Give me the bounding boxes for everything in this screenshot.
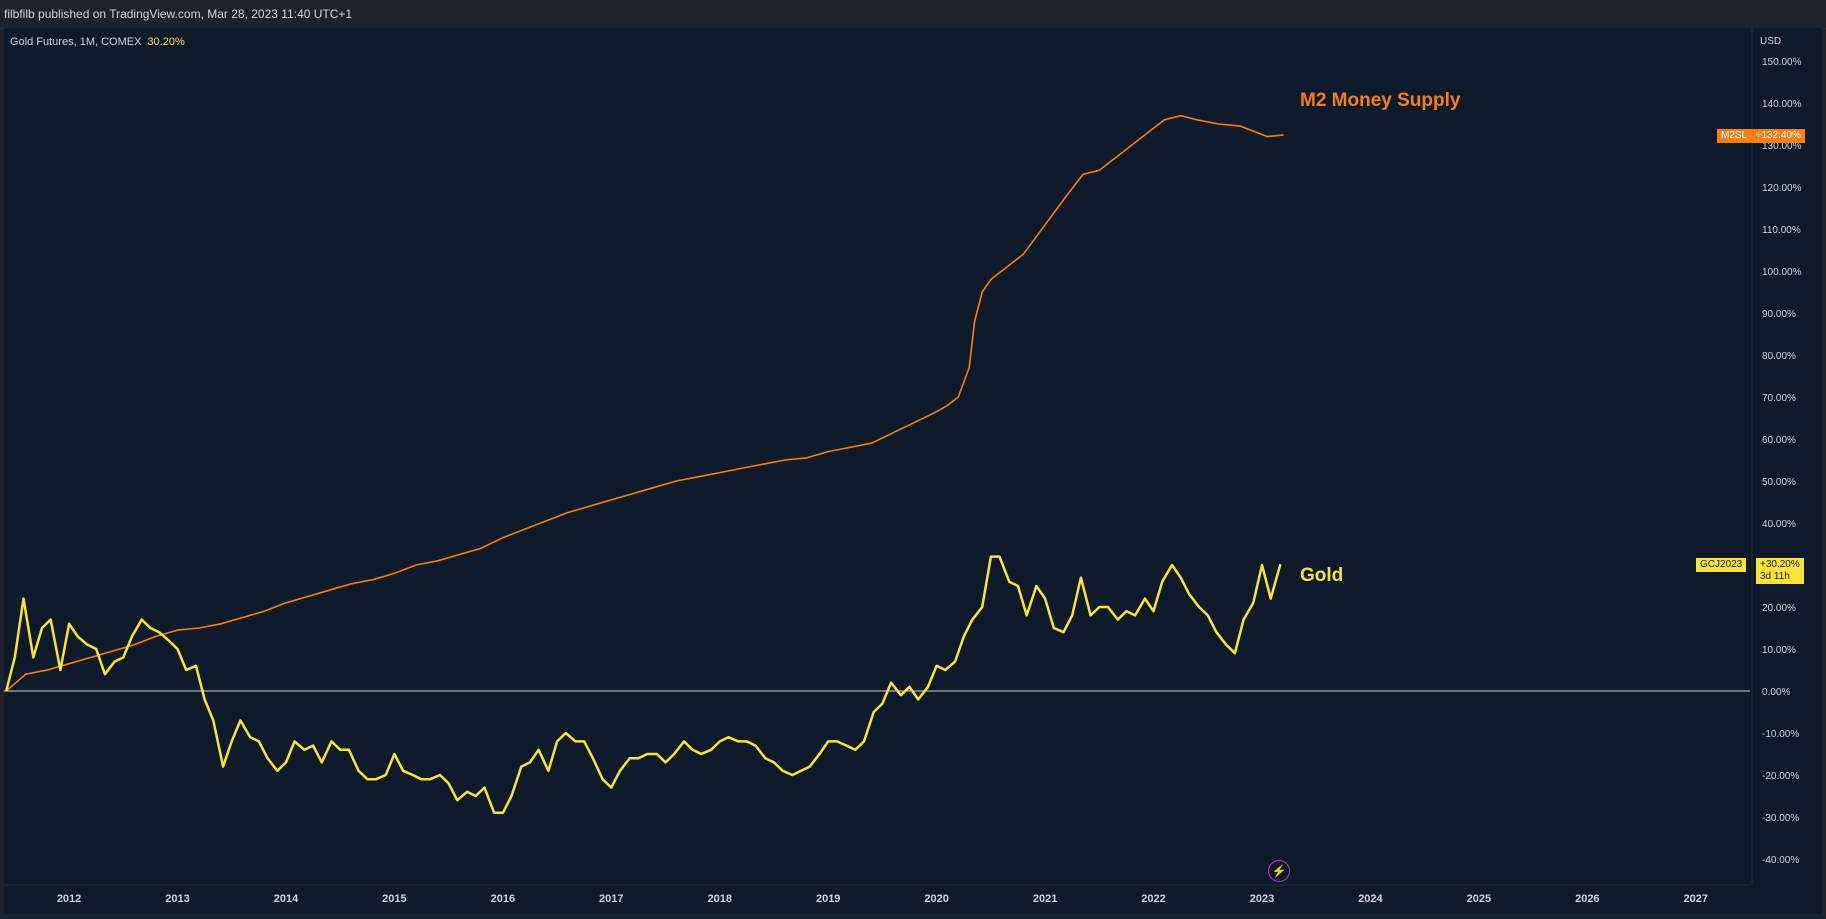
m2-price-tag: M2SL +132.40% — [1717, 129, 1805, 143]
y-tick-label: -20.00% — [1762, 771, 1799, 782]
symbol-legend[interactable]: Gold Futures, 1M, COMEX 30.20% — [10, 36, 185, 48]
y-tick-label: 60.00% — [1762, 435, 1796, 446]
x-tick-label: 2026 — [1575, 893, 1599, 905]
x-tick-label: 2013 — [165, 893, 189, 905]
gold-series-label: Gold — [1300, 565, 1344, 586]
x-tick-label: 2022 — [1141, 893, 1165, 905]
x-tick-label: 2021 — [1033, 893, 1057, 905]
x-tick-label: 2027 — [1684, 893, 1708, 905]
gold-symbol-tag: GCJ2023 — [1696, 558, 1747, 572]
m2-series-label: M2 Money Supply — [1300, 90, 1461, 111]
chart-frame — [4, 28, 1822, 914]
x-tick-label: 2020 — [924, 893, 948, 905]
y-tick-label: -30.00% — [1762, 813, 1799, 824]
gold-series-line — [4, 555, 1282, 815]
y-tick-label: 110.00% — [1762, 225, 1801, 236]
y-tick-label: 20.00% — [1762, 603, 1796, 614]
x-tick-label: 2015 — [382, 893, 406, 905]
x-tick-label: 2014 — [274, 893, 299, 905]
y-tick-label: 80.00% — [1762, 351, 1796, 362]
y-tick-label: -10.00% — [1762, 729, 1799, 740]
axis-unit-label: USD — [1760, 36, 1781, 47]
x-tick-label: 2016 — [491, 893, 515, 905]
y-tick-label: 10.00% — [1762, 645, 1796, 656]
legend-change: 30.20% — [147, 36, 185, 48]
gold-countdown: 3d 11h — [1760, 571, 1790, 582]
x-tick-label: 2024 — [1358, 893, 1383, 905]
y-tick-label: 150.00% — [1762, 57, 1802, 68]
publisher-line: filbfilb published on TradingView.com, M… — [4, 7, 353, 21]
y-tick-label: 50.00% — [1762, 477, 1796, 488]
gold-price-tag: +30.20% 3d 11h — [1756, 558, 1804, 584]
y-tick-label: 140.00% — [1762, 99, 1802, 110]
x-tick-label: 2018 — [708, 893, 732, 905]
y-tick-label: 130.00% — [1762, 141, 1802, 152]
x-tick-label: 2017 — [599, 893, 623, 905]
x-tick-label: 2025 — [1467, 893, 1491, 905]
y-tick-label: 100.00% — [1762, 267, 1802, 278]
y-tick-label: 70.00% — [1762, 393, 1796, 404]
y-tick-label: -40.00% — [1762, 855, 1799, 866]
y-tick-label: 120.00% — [1762, 183, 1802, 194]
m2-symbol: M2SL — [1721, 130, 1747, 141]
y-tick-label: 40.00% — [1762, 519, 1796, 530]
m2-value: +132.40% — [1755, 130, 1801, 141]
x-tick-label: 2012 — [57, 893, 81, 905]
y-tick-label: 90.00% — [1762, 309, 1796, 320]
x-tick-label: 2023 — [1250, 893, 1274, 905]
gold-value: +30.20% — [1760, 559, 1800, 570]
legend-symbol: Gold Futures, 1M, COMEX — [10, 36, 142, 48]
lightning-icon[interactable]: ⚡ — [1268, 860, 1290, 882]
m2-series-line — [5, 114, 1284, 692]
x-tick-label: 2019 — [816, 893, 840, 905]
y-tick-label: 0.00% — [1762, 687, 1790, 698]
